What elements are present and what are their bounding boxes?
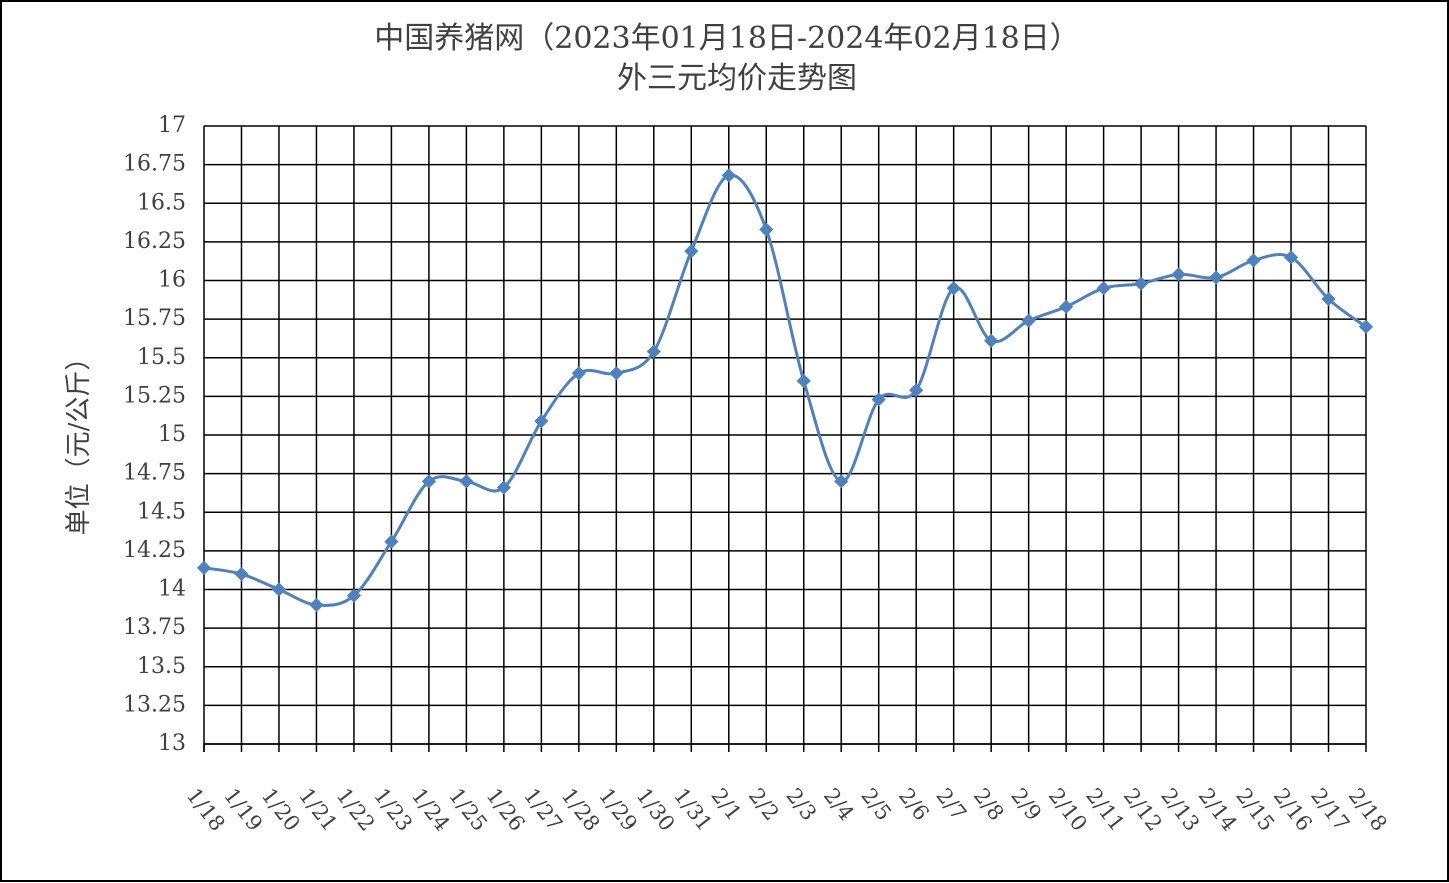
y-tick-label: 13.75 [123,615,186,640]
marker [646,344,661,359]
y-tick-label: 15.25 [123,383,186,408]
y-tick-label: 17 [158,113,186,138]
marker [384,534,399,549]
marker [1246,253,1261,268]
marker [421,474,436,489]
marker [1134,276,1149,291]
y-tick-label: 13 [158,731,186,756]
marker [1171,267,1186,282]
marker [834,474,849,489]
y-tick-label: 15 [158,422,186,447]
y-tick-label: 14.25 [123,538,186,563]
marker [909,383,924,398]
marker [1021,313,1036,328]
marker [234,566,249,582]
marker [1208,270,1224,285]
marker [796,373,811,388]
marker [309,597,324,613]
y-tick-label: 14.5 [137,499,186,524]
marker [1358,319,1374,334]
marker [946,281,961,296]
chart-subtitle: 外三元均价走势图 [617,61,857,96]
marker [571,366,586,381]
y-tick-label: 14.75 [123,461,186,486]
y-tick-label: 15.5 [137,345,186,370]
marker [1321,291,1336,307]
line [203,173,1367,607]
y-tick-label: 16.25 [123,229,186,254]
chart-title: 中国养猪网（2023年01月18日-2024年02月18日） [374,21,1080,56]
marker [271,582,287,597]
y-tick-label: 14 [158,577,186,602]
marker [759,222,774,237]
marker [459,474,474,489]
marker [496,480,511,495]
marker [871,392,886,407]
marker [346,588,362,603]
marker [684,244,699,259]
y-tick-label: 16.5 [137,190,186,215]
marker [534,414,549,429]
y-axis-label: 单位（元/公斤） [64,345,94,536]
y-tick-label: 16 [158,268,186,293]
marker [1059,299,1074,314]
marker [1096,281,1111,296]
marker [984,333,999,348]
marker [721,168,736,183]
y-tick-label: 15.75 [123,306,186,331]
y-tick-label: 13.5 [137,654,186,679]
marker [609,366,624,381]
marker [1283,250,1299,265]
y-tick-label: 16.75 [123,152,186,177]
marker [196,560,212,575]
y-tick-label: 13.25 [123,692,186,717]
